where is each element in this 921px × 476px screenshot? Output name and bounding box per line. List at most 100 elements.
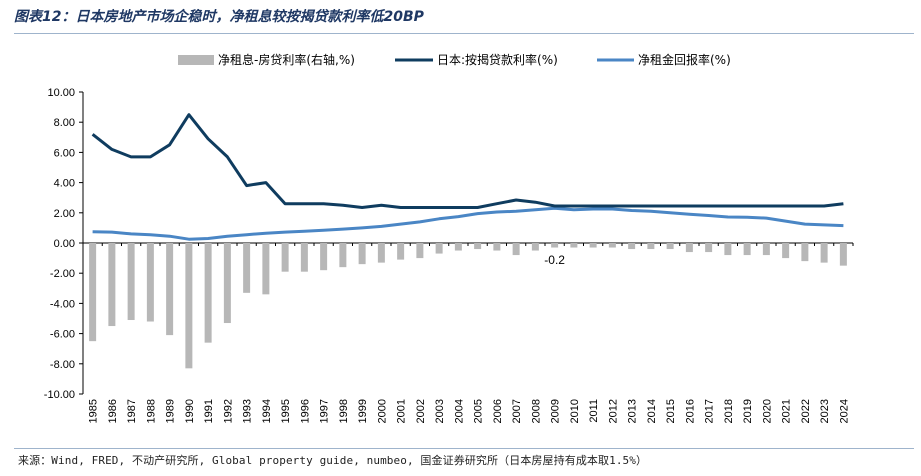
y-tick-label: -10.00	[44, 389, 75, 401]
bar	[146, 243, 154, 322]
axis-labels: 10.00 8.00 6.00 4.00 2.00 0.00 -2.00 -4.00 -6.00…	[44, 87, 851, 423]
bar	[570, 243, 578, 248]
x-tick-label: 1996	[299, 399, 311, 423]
bar	[108, 243, 116, 327]
x-tick-label: 2008	[530, 399, 542, 423]
bar	[377, 243, 385, 263]
bar	[743, 243, 751, 256]
bar	[127, 243, 135, 321]
x-tick-label: 2009	[550, 399, 562, 423]
y-tick-label: -6.00	[50, 329, 75, 341]
x-tick-label: 1999	[357, 399, 369, 423]
y-tick-label: 2.00	[54, 208, 75, 220]
bar	[724, 243, 732, 256]
x-tick-label: 2002	[415, 399, 427, 423]
bar	[474, 243, 482, 250]
x-tick-label: 2024	[838, 399, 850, 423]
bottom-rule	[14, 448, 914, 449]
x-tick-label: 2006	[492, 399, 504, 423]
x-tick-label: 2014	[646, 399, 658, 423]
x-tick-label: 1992	[222, 399, 234, 423]
bar	[647, 243, 655, 250]
x-tick-label: 1995	[280, 399, 292, 423]
bar	[531, 243, 539, 251]
bar	[204, 243, 212, 343]
bar	[762, 243, 770, 256]
source-note: 来源：Wind, FRED, 不动产研究所, Global property g…	[18, 454, 648, 467]
bar	[262, 243, 270, 295]
top-rule	[14, 33, 914, 34]
x-tick-label: 1990	[184, 399, 196, 423]
x-tick-label: 1985	[88, 399, 100, 423]
y-tick-label: 0.00	[54, 238, 75, 250]
x-tick-label: 2013	[627, 399, 639, 423]
x-tick-label: 2011	[588, 399, 600, 423]
bar	[185, 243, 193, 369]
bar	[820, 243, 828, 263]
x-tick-label: 2010	[569, 399, 581, 423]
x-tick-label: 2019	[742, 399, 754, 423]
x-tick-label: 2023	[819, 399, 831, 423]
x-tick-label: 2003	[434, 399, 446, 423]
x-tick-label: 2015	[665, 399, 677, 423]
bar	[628, 243, 636, 250]
bar	[223, 243, 231, 324]
bar	[839, 243, 847, 266]
legend-label-mortgage: 日本:按揭贷款利率(%)	[437, 52, 558, 67]
bar	[243, 243, 251, 293]
x-tick-label: 1991	[203, 399, 215, 423]
y-tick-label: 4.00	[54, 178, 75, 190]
bar	[666, 243, 674, 250]
annotation-label: -0.2	[544, 253, 565, 267]
bar	[512, 243, 520, 256]
legend: 净租息-房贷利率(右轴,%) 日本:按揭贷款利率(%) 净租金回报率(%)	[178, 52, 731, 67]
x-tick-label: 2007	[511, 399, 523, 423]
x-tick-label: 1987	[126, 399, 138, 423]
y-tick-label: -4.00	[50, 298, 75, 310]
bar	[339, 243, 347, 268]
x-tick-label: 2017	[704, 399, 716, 423]
x-tick-label: 1989	[165, 399, 177, 423]
bar	[551, 243, 559, 248]
x-tick-label: 2020	[761, 399, 773, 423]
y-tick-label: 6.00	[54, 147, 75, 159]
bar	[705, 243, 713, 253]
x-tick-label: 2022	[800, 399, 812, 423]
bar	[358, 243, 366, 265]
bar	[435, 243, 443, 254]
bar	[166, 243, 174, 336]
chart-title: 图表12：日本房地产市场企稳时，净租息较按揭贷款利率低20BP	[14, 9, 424, 25]
legend-swatch-bar	[178, 55, 214, 65]
bar	[416, 243, 424, 259]
legend-label-bar: 净租息-房贷利率(右轴,%)	[218, 52, 355, 67]
x-tick-label: 2021	[781, 399, 793, 423]
x-tick-label: 1997	[319, 399, 331, 423]
y-tick-label: 10.00	[47, 87, 75, 99]
x-tick-label: 2016	[684, 399, 696, 423]
bar	[281, 243, 289, 272]
legend-label-rental: 净租金回报率(%)	[638, 52, 731, 67]
bar	[320, 243, 328, 271]
x-tick-label: 1994	[261, 399, 273, 423]
y-tick-label: 8.00	[54, 117, 75, 129]
bar	[300, 243, 308, 272]
bar	[589, 243, 597, 248]
x-tick-label: 2018	[723, 399, 735, 423]
x-tick-label: 1986	[107, 399, 119, 423]
bar	[608, 243, 616, 248]
axes	[79, 91, 854, 395]
bar	[493, 243, 501, 251]
x-tick-label: 2004	[453, 399, 465, 423]
line-series	[91, 113, 844, 241]
bar	[397, 243, 405, 260]
x-tick-label: 1988	[145, 399, 157, 423]
mortgage-rate-line	[91, 113, 844, 209]
bar	[801, 243, 809, 262]
x-tick-label: 1993	[242, 399, 254, 423]
bar-series	[89, 243, 847, 369]
x-tick-label: 2001	[396, 399, 408, 423]
y-tick-label: -2.00	[50, 268, 75, 280]
x-tick-label: 1998	[338, 399, 350, 423]
y-tick-label: -8.00	[50, 359, 75, 371]
bar	[454, 243, 462, 251]
